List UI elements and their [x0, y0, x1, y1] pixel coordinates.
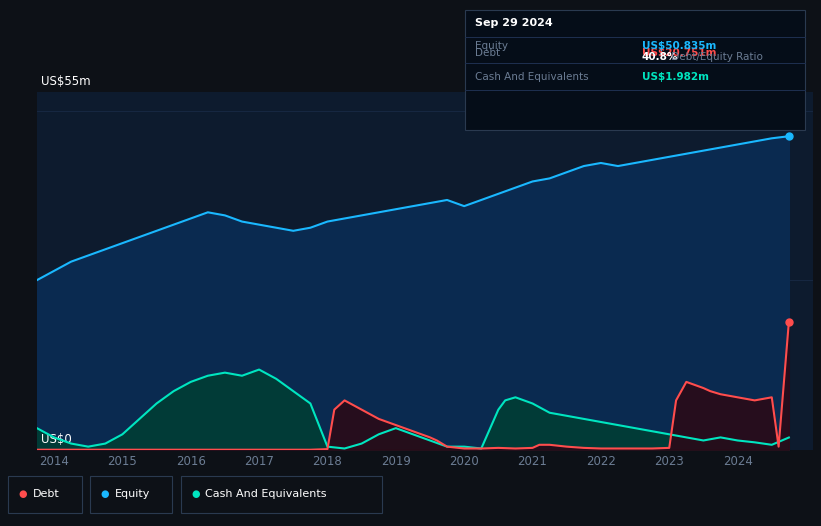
Text: US$50.835m: US$50.835m — [642, 41, 716, 51]
Text: ●: ● — [101, 489, 109, 500]
Text: ●: ● — [191, 489, 200, 500]
Text: US$55m: US$55m — [41, 75, 90, 88]
Text: Equity: Equity — [475, 41, 508, 51]
Text: US$1.982m: US$1.982m — [642, 72, 709, 82]
Text: 40.8%: 40.8% — [642, 52, 678, 62]
Text: Cash And Equivalents: Cash And Equivalents — [205, 489, 327, 500]
Text: US$0: US$0 — [41, 433, 71, 446]
Text: Sep 29 2024: Sep 29 2024 — [475, 18, 553, 28]
Text: US$20.751m: US$20.751m — [642, 48, 716, 58]
Text: Equity: Equity — [115, 489, 150, 500]
Text: Debt: Debt — [475, 48, 500, 58]
Text: Cash And Equivalents: Cash And Equivalents — [475, 72, 589, 82]
Text: Debt: Debt — [33, 489, 60, 500]
Text: ●: ● — [19, 489, 27, 500]
Text: Debt/Equity Ratio: Debt/Equity Ratio — [668, 52, 763, 62]
